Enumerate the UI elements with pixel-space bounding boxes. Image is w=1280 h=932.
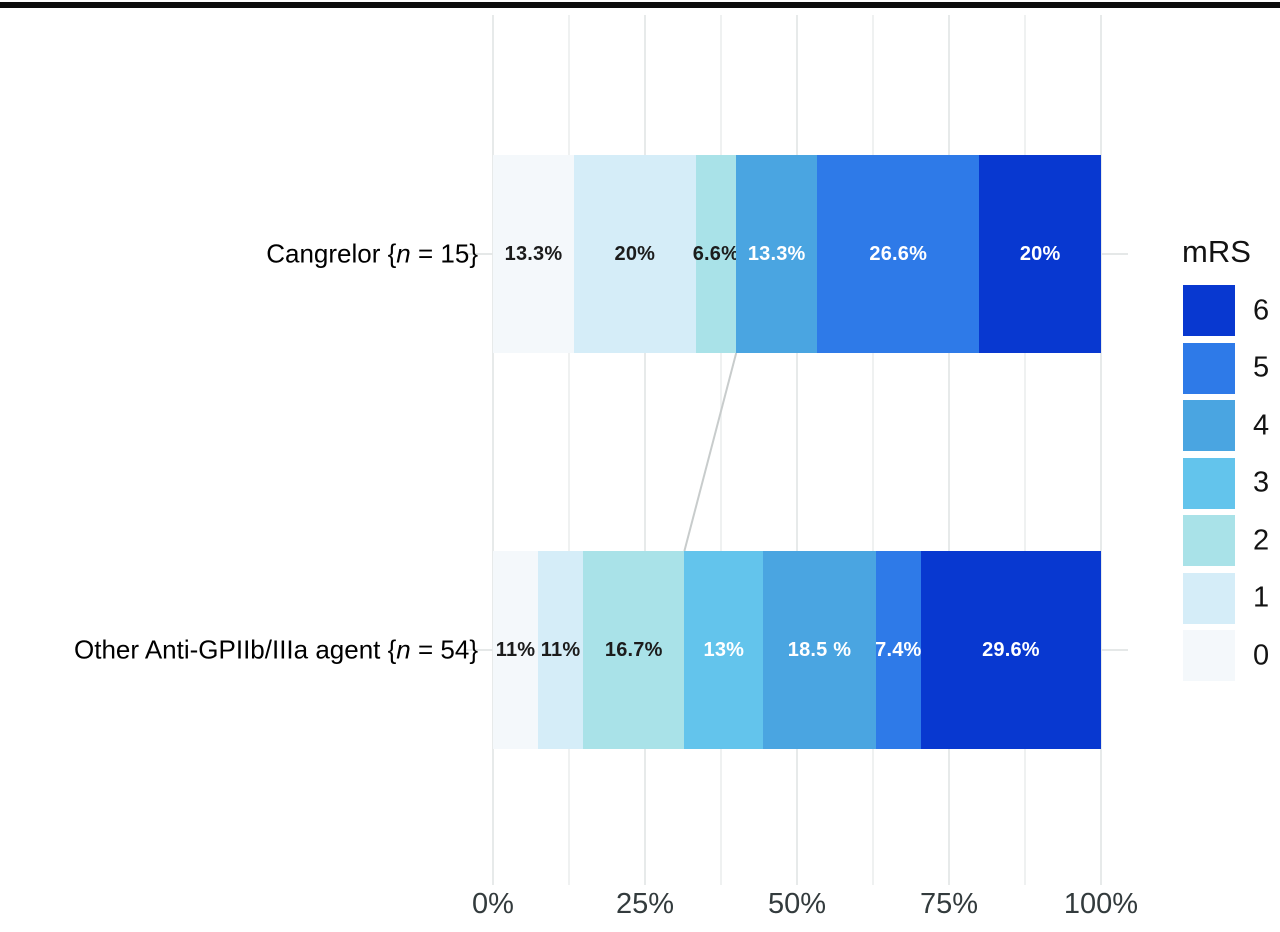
bar-segment-mrs-6: 29.6% — [920, 551, 1101, 749]
x-tick-label: 75% — [919, 888, 979, 920]
bar-segment-mrs-6: 20% — [979, 155, 1101, 353]
n-symbol: n — [396, 634, 411, 665]
segment-value-label: 11% — [495, 638, 536, 661]
bar-segment-mrs-0: 13.3% — [493, 155, 575, 353]
major-gridline — [948, 15, 950, 885]
category-label-count: = 15} — [410, 238, 478, 269]
stacked-bar: 11% 11% 16.7% 13% 18.5 % 7.4% 29.6% — [493, 551, 1101, 749]
category-label-text: Cangrelor { — [266, 238, 397, 269]
legend-label-mrs-6: 6 — [1253, 294, 1270, 326]
legend-label-mrs-4: 4 — [1253, 409, 1270, 441]
segment-value-label: 11% — [540, 638, 581, 661]
category-label-text: Other Anti-GPIIb/IIIa agent { — [74, 634, 397, 665]
n-symbol: n — [396, 238, 411, 269]
segment-value-label: 18.5 % — [787, 638, 852, 661]
legend-swatch-mrs-2 — [1183, 515, 1235, 566]
segment-value-label: 6.6% — [692, 242, 740, 265]
category-label-count: = 54} — [410, 634, 478, 665]
segment-value-label: 13.3% — [747, 242, 806, 265]
bar-segment-mrs-2: 16.7% — [583, 551, 685, 749]
category-label-other-agent: Other Anti-GPIIb/IIIa agent {n = 54} — [74, 635, 478, 666]
segment-value-label: 29.6% — [982, 638, 1040, 661]
legend-swatch-mrs-3 — [1183, 457, 1235, 509]
minor-gridline — [872, 15, 874, 885]
legend-swatch-mrs-4 — [1183, 400, 1235, 451]
bar-segment-mrs-4: 13.3% — [736, 155, 818, 353]
legend-swatch-mrs-6 — [1183, 285, 1235, 336]
x-tick-label: 50% — [767, 888, 827, 920]
major-gridline — [492, 15, 494, 885]
major-gridline — [1100, 15, 1102, 885]
top-border-line — [0, 2, 1280, 8]
legend-swatch-mrs-1 — [1183, 572, 1235, 624]
legend-label-mrs-1: 1 — [1253, 581, 1270, 614]
segment-value-label: 16.7% — [604, 638, 663, 661]
bar-segment-mrs-1: 11% — [538, 551, 584, 749]
bar-segment-mrs-3: 13% — [684, 551, 764, 749]
legend-label-mrs-3: 3 — [1253, 466, 1270, 499]
minor-gridline — [1024, 15, 1026, 885]
category-label-cangrelor: Cangrelor {n = 15} — [266, 239, 478, 270]
x-tick-label: 25% — [615, 888, 675, 920]
segment-value-label: 20% — [1019, 242, 1061, 265]
legend-swatch-mrs-0 — [1183, 630, 1235, 681]
segment-value-label: 26.6% — [869, 242, 928, 265]
minor-gridline — [568, 15, 570, 885]
bar-segment-mrs-4: 18.5 % — [763, 551, 876, 749]
segment-value-label: 13.3% — [504, 242, 563, 265]
segment-value-label: 7.4% — [875, 638, 922, 661]
legend-label-mrs-0: 0 — [1253, 639, 1270, 671]
stacked-bar: 13.3% 20% 6.6% 13.3% 26.6% 20% — [493, 155, 1101, 353]
x-tick-label: 0% — [472, 888, 514, 920]
bar-segment-mrs-5: 26.6% — [817, 155, 980, 353]
bar-segment-mrs-0: 11% — [493, 551, 539, 749]
major-gridline — [796, 15, 798, 885]
legend-title: mRS — [1182, 234, 1251, 269]
segment-value-label: 13% — [703, 638, 745, 661]
legend-swatch-mrs-5 — [1183, 342, 1235, 394]
bar-segment-mrs-5: 7.4% — [875, 551, 922, 749]
legend-label-mrs-5: 5 — [1253, 351, 1270, 384]
segment-value-label: 20% — [614, 242, 656, 265]
x-tick-label: 100% — [1063, 888, 1139, 920]
bar-segment-mrs-2: 6.6% — [692, 155, 740, 353]
legend-label-mrs-2: 2 — [1253, 524, 1270, 556]
minor-gridline — [720, 15, 722, 885]
bar-segment-mrs-1: 20% — [574, 155, 696, 353]
major-gridline — [644, 15, 646, 885]
